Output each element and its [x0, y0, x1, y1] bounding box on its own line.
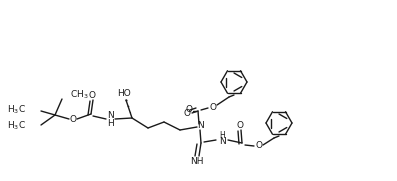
Text: N: N — [198, 121, 204, 131]
Text: H$_3$C: H$_3$C — [7, 120, 26, 132]
Text: O: O — [183, 110, 191, 119]
Text: H: H — [219, 131, 225, 140]
Text: H$_3$C: H$_3$C — [7, 104, 26, 116]
Text: O: O — [89, 90, 96, 100]
Text: N: N — [219, 138, 225, 146]
Text: O: O — [185, 104, 193, 113]
Text: O: O — [256, 142, 262, 150]
Text: O: O — [210, 102, 216, 111]
Text: HO: HO — [117, 89, 131, 98]
Text: O: O — [69, 115, 77, 125]
Text: NH: NH — [190, 157, 204, 167]
Text: N: N — [108, 111, 114, 121]
Text: H: H — [108, 119, 114, 127]
Text: O: O — [237, 121, 243, 129]
Text: CH$_3$: CH$_3$ — [70, 89, 89, 101]
